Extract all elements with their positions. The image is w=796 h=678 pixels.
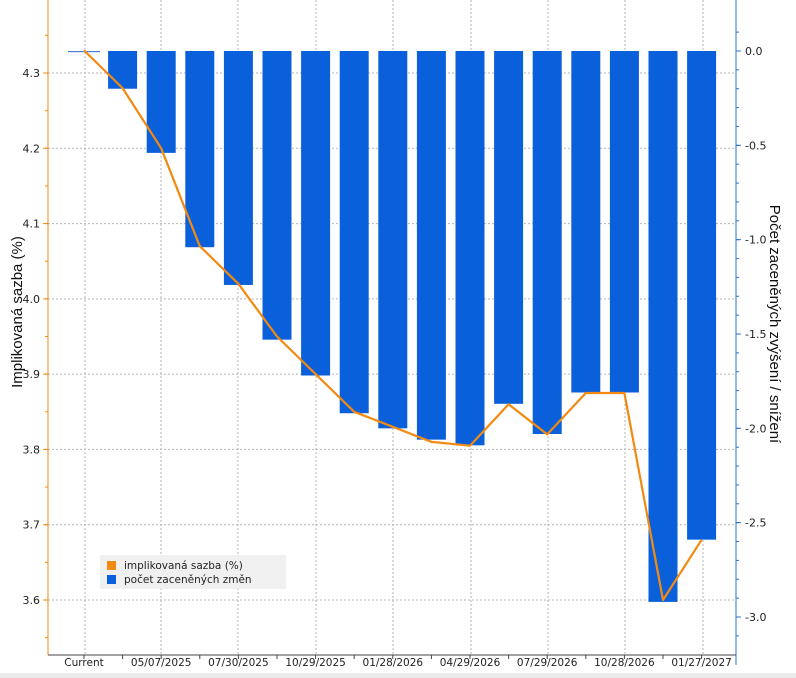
right-tick-label: -3.0	[745, 611, 766, 624]
left-tick-label: 3.9	[23, 368, 41, 381]
bar	[185, 51, 215, 248]
x-axis-ticks: Current 05/07/2025 07/30/2025 10/29/2025 01/…	[64, 655, 732, 669]
bar	[146, 51, 176, 153]
x-tick-label: 10/28/2026	[594, 657, 655, 669]
left-tick-label: 3.6	[23, 594, 41, 607]
left-tick-label: 3.7	[23, 519, 41, 532]
left-axis-ticks: 3.6 3.7 3.8 3.9 4.0 4.1 4.2 4.3	[23, 34, 48, 639]
right-tick-label: -2.5	[745, 517, 766, 530]
right-tick-label: 0.0	[745, 45, 763, 58]
bar	[532, 51, 562, 434]
bar	[108, 51, 138, 89]
x-tick-label: 10/29/2025	[285, 657, 346, 669]
line-series	[83, 49, 703, 602]
bar	[301, 51, 331, 376]
legend-swatch-line	[107, 561, 116, 570]
left-tick-label: 4.1	[23, 218, 41, 231]
bar	[571, 51, 601, 393]
bar	[262, 51, 292, 340]
x-tick-label: 07/30/2025	[208, 657, 269, 669]
bar-series	[68, 51, 717, 602]
bar	[609, 51, 639, 393]
legend-label-bar: počet zaceněných změn	[124, 574, 252, 586]
x-tick-label: 01/27/2027	[671, 657, 732, 669]
bottom-strip	[0, 673, 796, 678]
left-tick-label: 4.0	[23, 293, 41, 306]
legend: implikovaná sazba (%) počet zaceněných z…	[100, 555, 286, 589]
legend-box	[100, 555, 286, 589]
bar	[339, 51, 369, 414]
right-tick-label: -1.5	[745, 328, 766, 341]
axes	[47, 0, 737, 665]
bar	[648, 51, 678, 602]
x-tick-label: 04/29/2026	[440, 657, 501, 669]
right-axis-ticks: 0.0 -0.5 -1.0 -1.5 -2.0 -2.5 -3.0	[736, 31, 766, 637]
x-tick-label: 05/07/2025	[131, 657, 192, 669]
left-axis-title: Implikovaná sazba (%)	[9, 236, 26, 388]
bar	[378, 51, 408, 429]
right-tick-label: -0.5	[745, 139, 766, 152]
bar	[416, 51, 446, 440]
line-path	[83, 49, 703, 602]
left-tick-label: 3.8	[23, 443, 41, 456]
left-tick-label: 4.2	[23, 142, 41, 155]
bar	[687, 51, 717, 540]
bar	[494, 51, 524, 404]
bar	[455, 51, 485, 446]
bar	[223, 51, 253, 285]
left-tick-label: 4.3	[23, 67, 41, 80]
legend-label-line: implikovaná sazba (%)	[124, 560, 243, 572]
x-tick-label: Current	[64, 657, 103, 669]
x-tick-label: 07/29/2026	[517, 657, 578, 669]
x-tick-label: 01/28/2026	[363, 657, 424, 669]
right-axis-title: Počet zaceněných zvýšení / snížení	[766, 205, 783, 444]
right-tick-label: -2.0	[745, 422, 766, 435]
right-tick-label: -1.0	[745, 234, 766, 247]
legend-swatch-bar	[107, 575, 116, 584]
